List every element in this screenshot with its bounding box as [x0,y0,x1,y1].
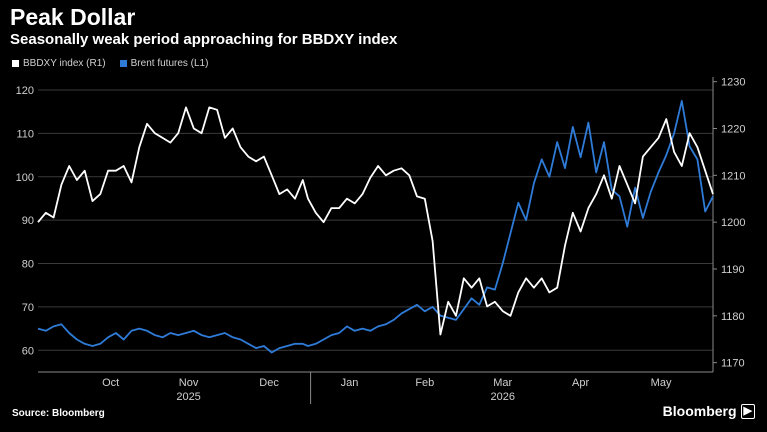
left-tick-label: 90 [22,215,34,227]
right-tick-label: 1170 [721,358,745,370]
legend-swatch-bbdxy [12,60,19,67]
left-tick-label: 60 [22,345,34,357]
right-tick-label: 1210 [721,170,745,182]
left-tick-label: 80 [22,259,34,271]
right-tick-label: 1200 [721,217,745,229]
x-tick-label: Dec [259,377,279,389]
year-label: 2026 [490,391,514,403]
brand-name: Bloomberg [662,403,737,419]
series-line-brent [37,100,714,354]
legend-item-brent: Brent futures (L1) [119,58,209,69]
left-tick-label: 120 [16,85,34,97]
legend-label-bbdxy: BBDXY index (R1) [23,58,106,69]
left-tick-label: 70 [22,302,34,314]
source-note: Source: Bloomberg [12,408,105,419]
right-tick-label: 1230 [721,77,745,89]
x-tick-label: Mar [493,377,512,389]
legend-label-brent: Brent futures (L1) [130,58,209,69]
x-tick-label: Feb [415,377,434,389]
x-tick-label: Apr [572,377,589,389]
x-tick-label: Nov [179,377,199,389]
right-tick-label: 1180 [721,311,745,323]
bloomberg-logo: Bloomberg ▶ [663,403,755,419]
year-label: 2025 [176,391,200,403]
left-tick-label: 100 [16,172,34,184]
right-tick-label: 1220 [721,124,745,136]
legend: BBDXY index (R1) Brent futures (L1) [12,58,208,69]
legend-swatch-brent [119,60,127,67]
x-tick-label: May [651,377,672,389]
bloomberg-mark-icon: ▶ [740,403,755,419]
x-tick-label: Oct [102,377,119,389]
chart-subtitle: Seasonally weak period approaching for B… [10,31,398,48]
chart-title: Peak Dollar [10,4,136,30]
x-tick-label: Jan [341,377,359,389]
legend-item-bbdxy: BBDXY index (R1) [12,58,106,69]
left-tick-label: 110 [16,128,34,140]
series-line-bbdxy [37,106,714,336]
right-tick-label: 1190 [721,264,745,276]
